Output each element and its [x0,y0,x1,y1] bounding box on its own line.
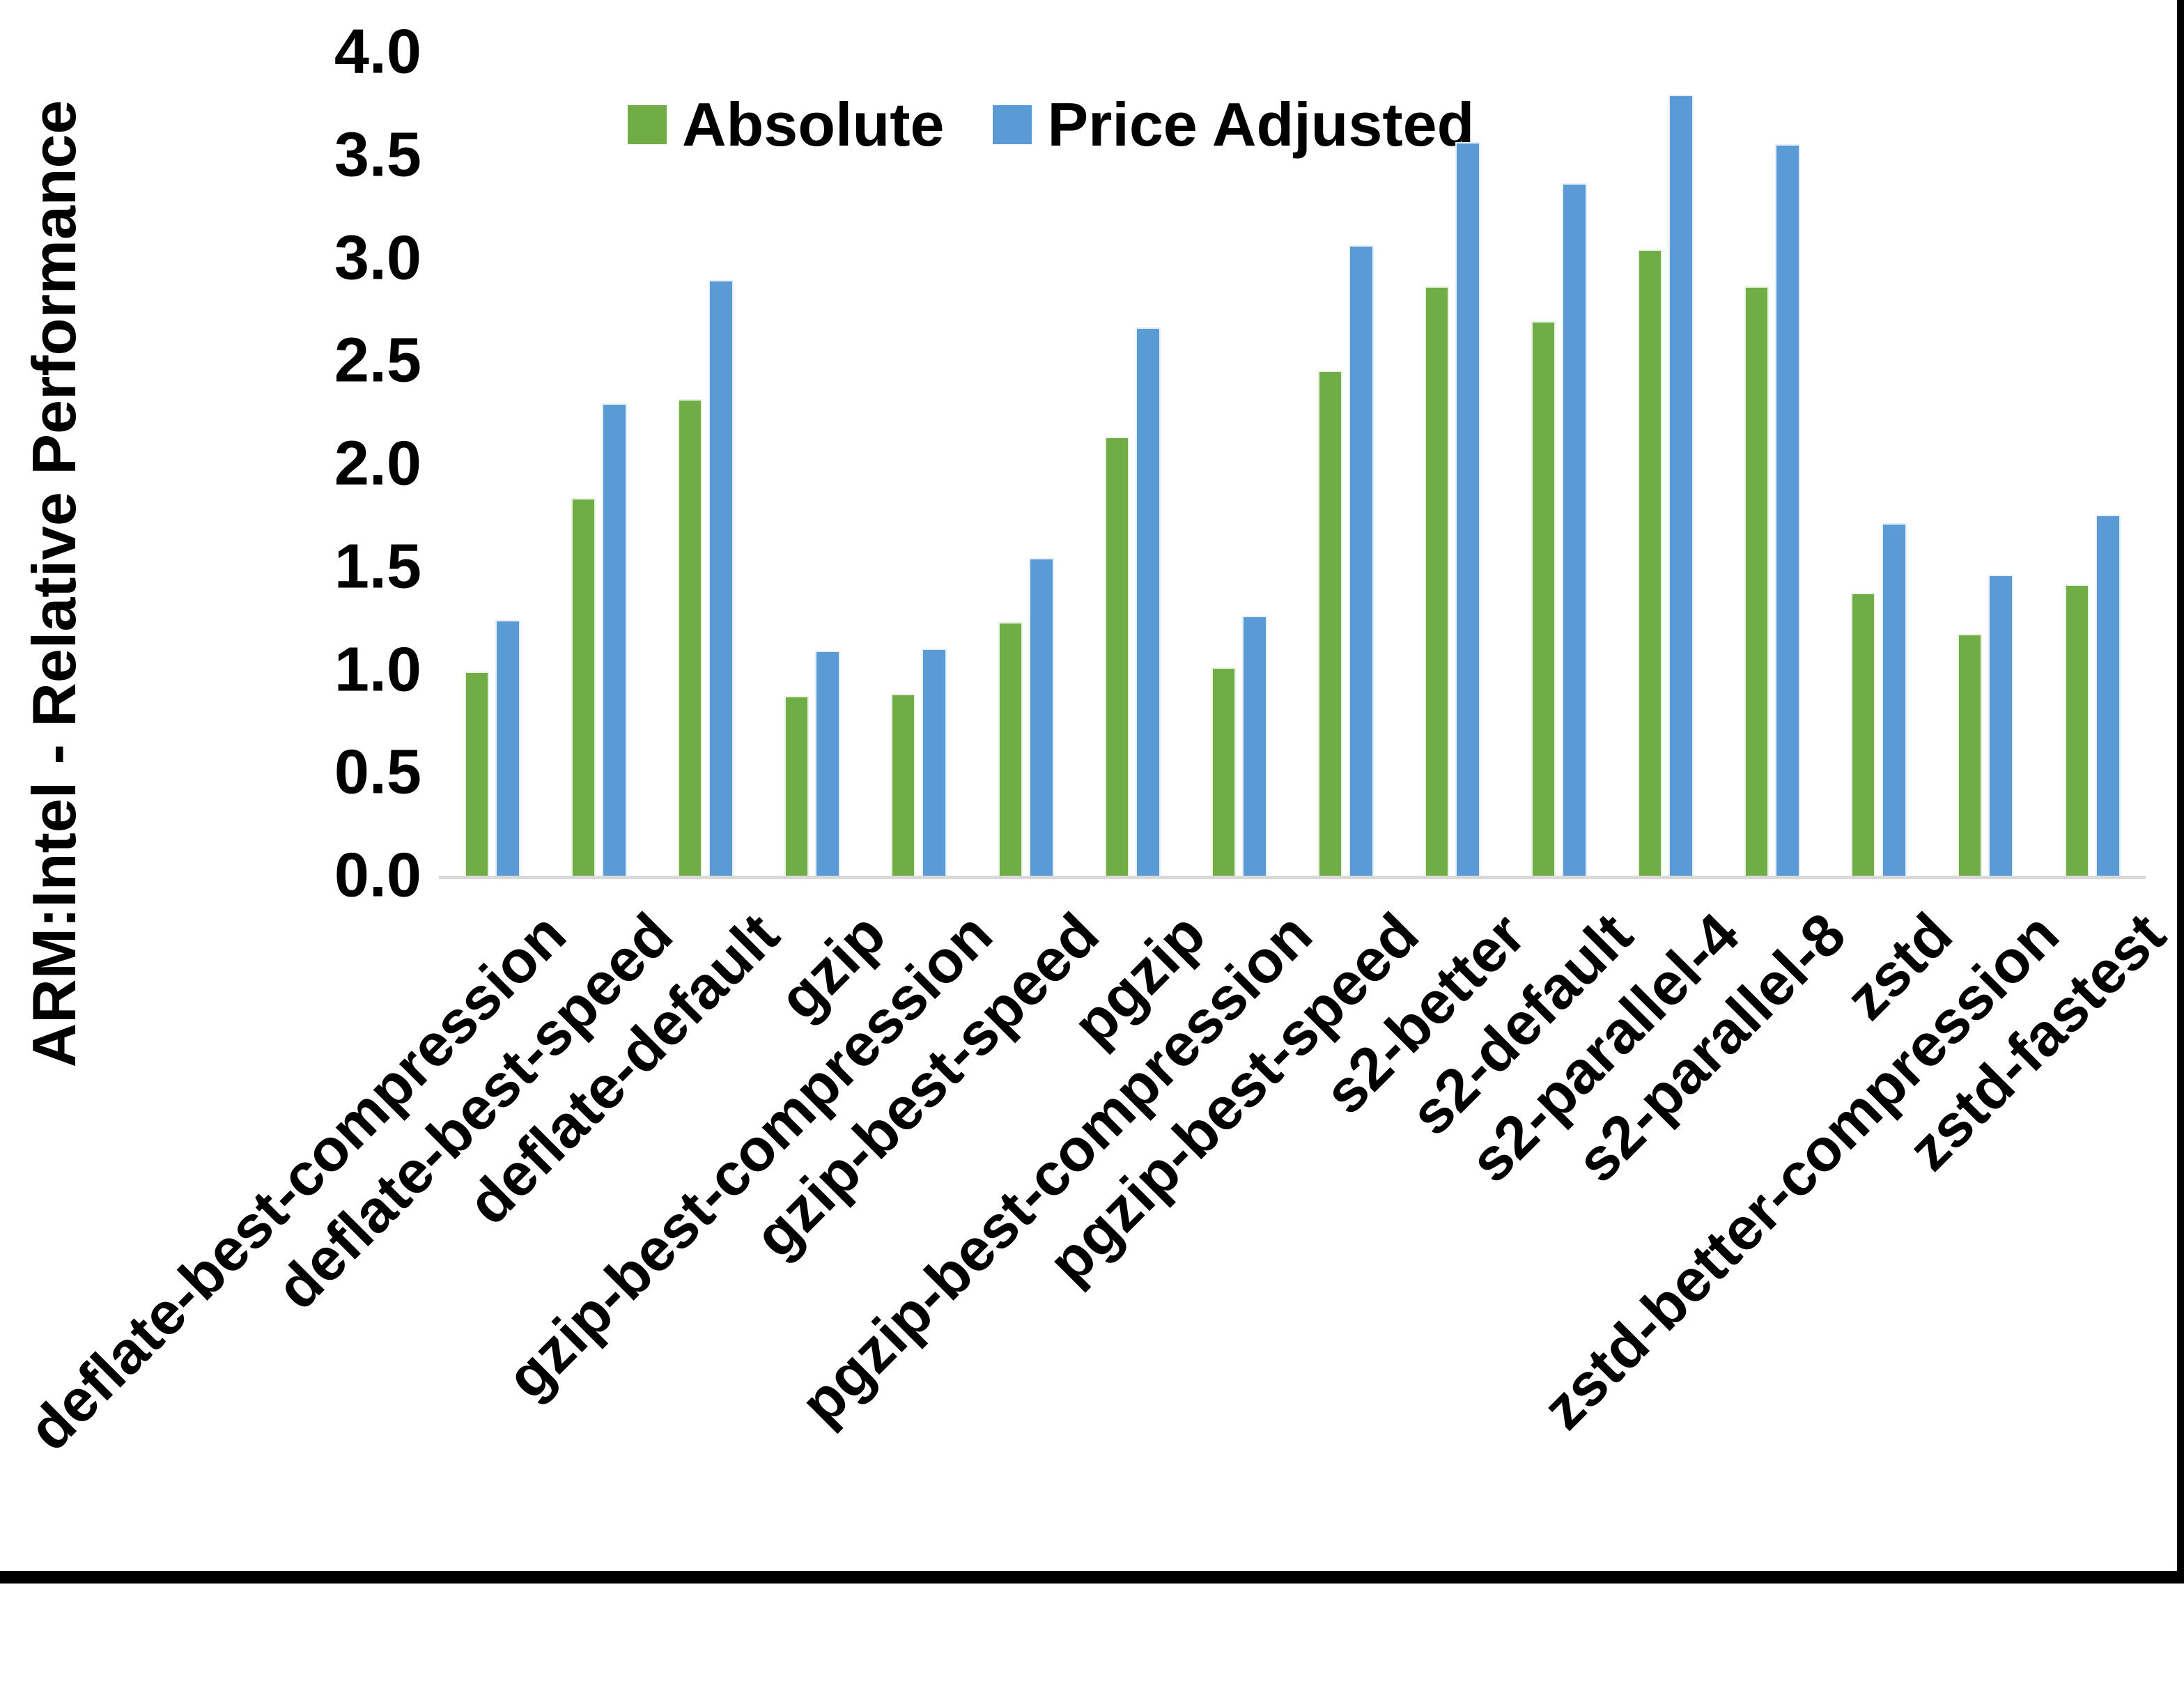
window-right-border [2177,0,2184,1584]
bar-absolute-gzip-best-compression [891,694,916,877]
bar-price-adjusted-s2-parallel-4 [1668,95,1694,877]
bar-price-adjusted-gzip-best-speed [1028,557,1054,877]
x-axis-line [439,876,2146,879]
bar-price-adjusted-pgzip [1135,327,1161,877]
bar-absolute-gzip-best-speed [998,621,1023,877]
legend-label: Price Adjusted [1047,90,1475,159]
bar-absolute-gzip [784,695,810,877]
bar-absolute-s2-better [1424,286,1449,877]
bar-price-adjusted-s2-default [1562,183,1587,877]
bar-absolute-pgzip-best-compression [1211,667,1236,877]
bar-absolute-pgzip-best-speed [1317,371,1342,877]
bar-price-adjusted-pgzip-best-speed [1348,245,1374,877]
bar-price-adjusted-deflate-best-speed [602,403,628,877]
bar-absolute-pgzip [1104,436,1129,877]
y-axis-tick-label: 3.0 [334,222,421,293]
y-axis-tick-label: 1.5 [334,532,421,602]
bar-price-adjusted-zstd-better-compression [1988,574,2014,877]
bar-absolute-zstd-fastest [2064,584,2089,877]
bar-absolute-deflate-best-speed [571,498,596,877]
legend-swatch-icon [993,105,1032,144]
legend-item: Price Adjusted [993,89,1474,160]
bar-price-adjusted-deflate-default [708,280,734,877]
y-axis-title: ARM:Intel - Relative Performance [20,100,88,1068]
bar-absolute-deflate-default [678,399,703,877]
y-axis-tick-label: 0.5 [334,737,421,807]
bar-absolute-s2-default [1531,321,1556,877]
bar-price-adjusted-gzip-best-compression [922,648,947,877]
bar-absolute-s2-parallel-8 [1744,286,1769,877]
y-axis-tick-label: 2.0 [334,428,421,499]
y-axis-tick-label: 3.5 [334,120,421,190]
bar-absolute-s2-parallel-4 [1638,249,1663,877]
bar-price-adjusted-deflate-best-compression [495,619,520,877]
bar-absolute-deflate-best-compression [465,671,489,877]
bar-price-adjusted-gzip [815,650,841,877]
y-axis-tick-label: 1.0 [334,634,421,704]
legend-label: Absolute [682,90,945,159]
legend: Absolute Price Adjusted [628,89,1474,160]
bar-price-adjusted-s2-better [1455,142,1480,877]
window-bottom-border [0,1571,2184,1584]
legend-swatch-icon [628,105,667,144]
y-axis-tick-label: 4.0 [334,17,421,87]
bar-absolute-zstd-better-compression [1958,634,1983,877]
bar-price-adjusted-zstd-fastest [2095,514,2121,877]
bar-absolute-zstd [1851,593,1876,877]
bar-price-adjusted-pgzip-best-compression [1241,615,1267,877]
bar-price-adjusted-s2-parallel-8 [1775,144,1801,877]
y-axis-tick-label: 2.5 [334,325,421,396]
y-axis-tick-label: 0.0 [334,840,421,911]
legend-item: Absolute [628,89,944,160]
bar-price-adjusted-zstd [1882,522,1907,877]
